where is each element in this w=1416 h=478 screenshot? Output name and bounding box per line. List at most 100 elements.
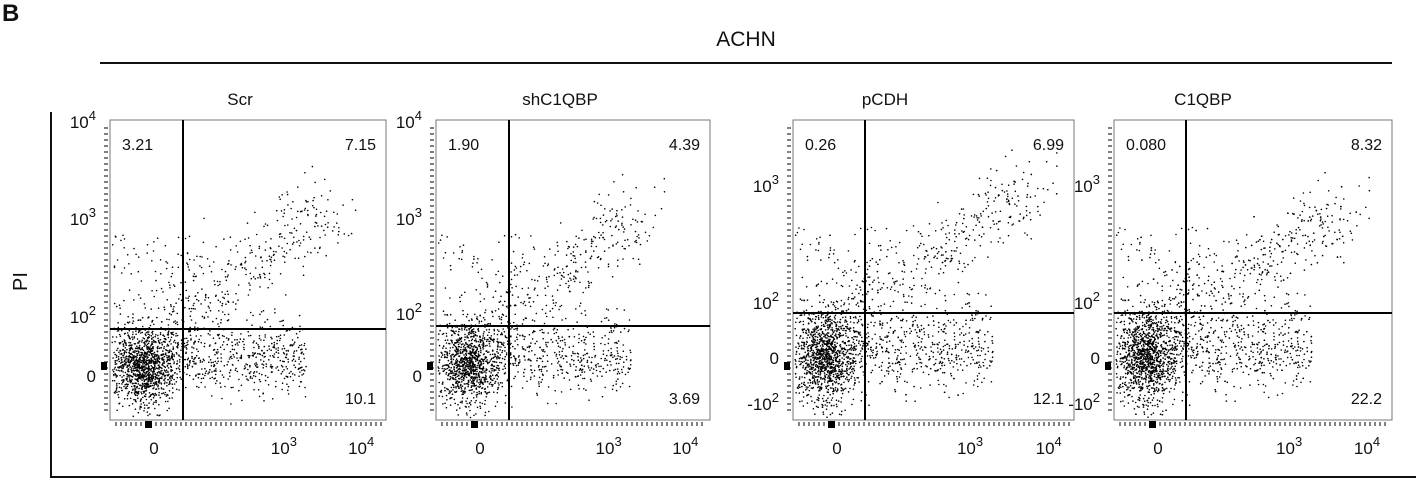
event-dot xyxy=(287,204,289,206)
event-dot xyxy=(161,376,163,378)
event-dot xyxy=(610,220,612,222)
event-dot xyxy=(168,362,170,365)
event-dot xyxy=(472,369,474,371)
event-dot xyxy=(178,365,181,367)
event-dot xyxy=(478,390,481,393)
event-dot xyxy=(506,337,508,339)
event-dot xyxy=(172,374,174,376)
event-dot xyxy=(531,319,534,321)
event-dot xyxy=(457,338,459,341)
event-dot xyxy=(115,354,118,357)
event-dot xyxy=(492,341,495,343)
event-dot xyxy=(338,227,340,229)
event-dot xyxy=(128,348,131,350)
event-dot xyxy=(160,370,162,372)
event-dot xyxy=(511,287,513,289)
event-dot xyxy=(445,373,447,375)
event-dot xyxy=(581,369,583,372)
event-dot xyxy=(526,380,528,383)
event-dot xyxy=(136,363,139,366)
event-dot xyxy=(180,356,182,358)
event-dot xyxy=(968,327,971,329)
event-dot xyxy=(585,250,587,252)
event-dot xyxy=(143,355,145,357)
event-dot xyxy=(256,363,258,366)
event-dot xyxy=(227,313,230,316)
event-dot xyxy=(559,305,561,308)
event-dot xyxy=(514,313,516,316)
event-dot xyxy=(154,375,157,378)
event-dot xyxy=(455,380,458,383)
event-dot xyxy=(466,382,469,385)
event-dot xyxy=(556,357,559,360)
event-dot xyxy=(139,406,141,409)
event-dot xyxy=(122,234,124,237)
event-dot xyxy=(299,325,301,328)
event-dot xyxy=(168,281,170,284)
event-dot xyxy=(470,372,473,375)
event-dot xyxy=(439,329,441,332)
event-dot xyxy=(516,333,519,336)
event-dot xyxy=(606,354,608,357)
event-dot xyxy=(468,366,471,368)
event-dot xyxy=(140,361,143,364)
event-dot xyxy=(210,270,213,273)
event-dot xyxy=(452,374,455,377)
event-dot xyxy=(561,268,564,270)
event-dot xyxy=(462,364,465,367)
event-dot xyxy=(852,348,854,350)
event-dot xyxy=(287,385,290,388)
event-dot xyxy=(488,337,491,339)
event-dot xyxy=(127,316,129,318)
event-dot xyxy=(524,359,526,361)
event-dot xyxy=(158,382,161,384)
event-dot xyxy=(616,368,619,370)
event-dot xyxy=(261,373,263,376)
event-dot xyxy=(951,359,953,362)
event-dot xyxy=(141,369,143,371)
event-dot xyxy=(114,366,116,369)
event-dot xyxy=(561,275,564,277)
event-dot xyxy=(518,237,520,239)
event-dot xyxy=(148,334,151,336)
event-dot xyxy=(499,354,502,356)
event-dot xyxy=(117,396,120,399)
event-dot xyxy=(153,394,156,397)
event-dot xyxy=(844,332,847,335)
event-dot xyxy=(473,391,475,393)
event-dot xyxy=(468,352,471,355)
event-dot xyxy=(251,324,253,327)
event-dot xyxy=(149,352,152,354)
event-dot xyxy=(343,233,346,235)
event-dot xyxy=(200,335,202,337)
event-dot xyxy=(155,341,157,344)
event-dot xyxy=(456,362,458,364)
event-dot xyxy=(460,365,462,368)
event-dot xyxy=(139,356,142,359)
event-dot xyxy=(476,368,478,371)
event-dot xyxy=(471,266,474,268)
event-dot xyxy=(459,296,461,299)
event-dot xyxy=(207,305,210,308)
event-dot xyxy=(889,288,892,291)
event-dot xyxy=(145,345,148,347)
event-dot xyxy=(186,341,188,344)
event-dot xyxy=(134,373,136,375)
event-dot xyxy=(123,353,126,355)
event-dot xyxy=(297,346,300,349)
event-dot xyxy=(122,361,124,363)
event-dot xyxy=(282,345,285,347)
event-dot xyxy=(499,300,502,303)
event-dot xyxy=(137,392,139,394)
event-dot xyxy=(942,227,944,229)
event-dot xyxy=(1029,211,1031,214)
event-dot xyxy=(239,338,242,340)
event-dot xyxy=(595,366,597,368)
event-dot xyxy=(569,363,571,366)
event-dot xyxy=(235,367,237,370)
event-dot xyxy=(261,260,264,262)
event-dot xyxy=(286,193,289,196)
event-dot xyxy=(121,389,123,392)
event-dot xyxy=(167,331,169,334)
event-dot xyxy=(239,357,241,359)
